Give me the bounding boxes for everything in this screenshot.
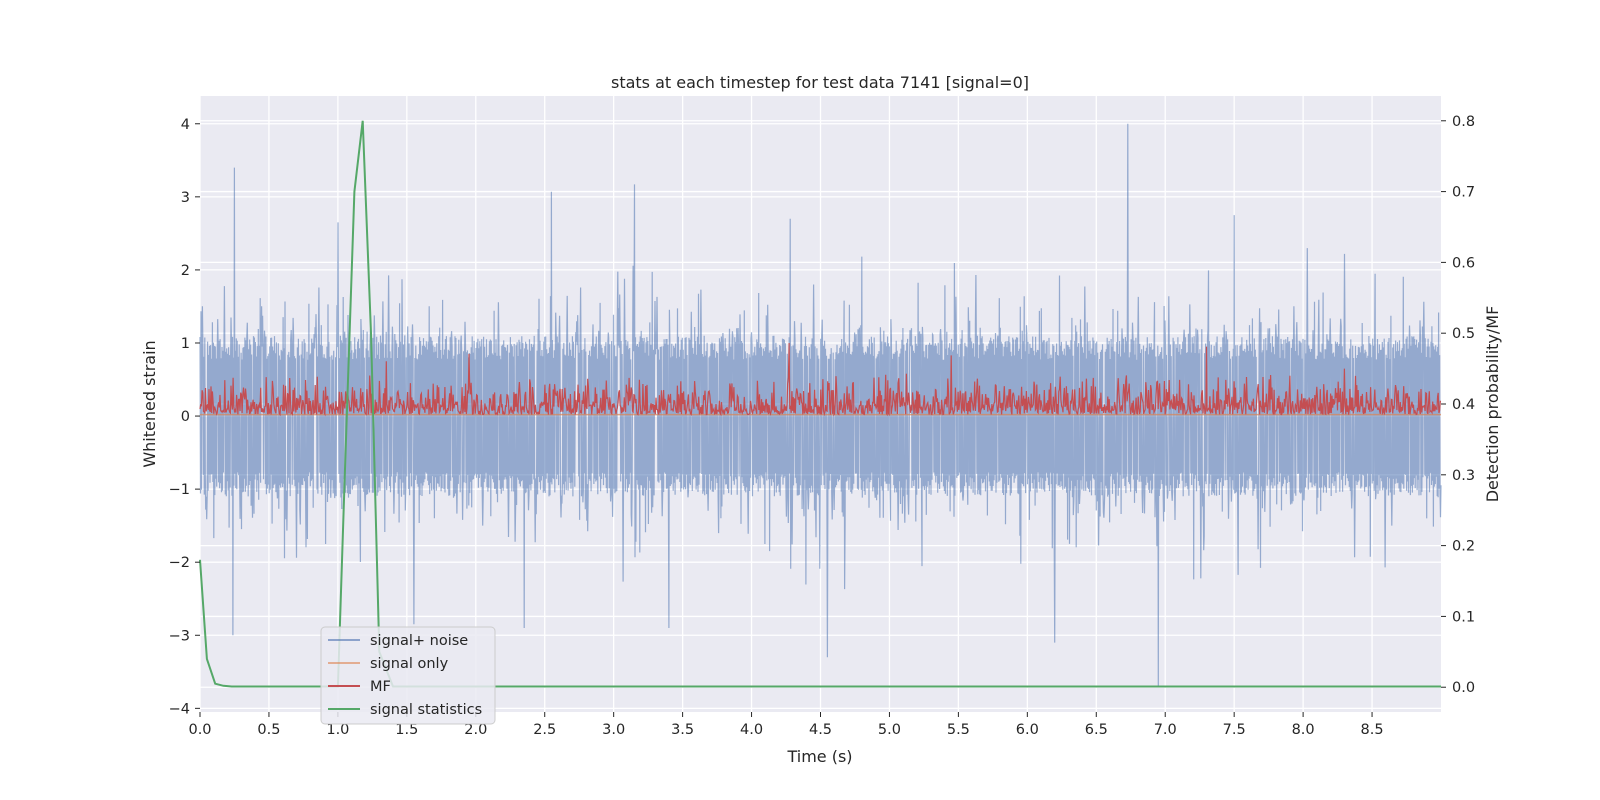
x-tick-label: 0.5: [257, 722, 280, 738]
y-axis-label: Whitened strain: [140, 340, 159, 467]
y-tick-label: 0: [181, 409, 190, 425]
legend-label-mf: MF: [370, 679, 391, 695]
y2-tick-label: 0.8: [1452, 114, 1475, 130]
x-axis-label: Time (s): [786, 747, 852, 766]
y2-tick-label: 0.4: [1452, 397, 1475, 413]
chart-title: stats at each timestep for test data 714…: [611, 73, 1029, 92]
y2-tick-label: 0.3: [1452, 468, 1475, 484]
y2-tick-label: 0.1: [1452, 609, 1475, 625]
y2-axis-ticks: 0.0 0.1 0.2 0.3 0.4 0.5 0.6 0.7 0.8: [1441, 114, 1475, 696]
y-tick-label: 4: [181, 117, 190, 133]
legend-label-signal-statistics: signal statistics: [370, 702, 482, 718]
x-tick-label: 5.5: [947, 722, 970, 738]
y-tick-label: −1: [169, 482, 190, 498]
x-tick-label: 7.5: [1223, 722, 1246, 738]
x-tick-label: 2.0: [464, 722, 487, 738]
y2-tick-label: 0.2: [1452, 539, 1475, 555]
x-axis-ticks: 0.0 0.5 1.0 1.5 2.0 2.5 3.0 3.5 4.0 4.5 5.0 5.5 6.0 6…: [188, 712, 1384, 738]
y-tick-label: −3: [169, 628, 190, 644]
x-tick-label: 8.5: [1361, 722, 1384, 738]
x-tick-label: 5.0: [878, 722, 901, 738]
x-tick-label: 0.0: [188, 722, 211, 738]
y2-tick-label: 0.7: [1452, 185, 1475, 201]
y2-axis-label: Detection probability/MF: [1483, 306, 1502, 503]
y-tick-label: 3: [181, 190, 190, 206]
y-tick-label: −4: [169, 701, 190, 717]
x-tick-label: 1.5: [395, 722, 418, 738]
y2-tick-label: 0.6: [1452, 255, 1475, 271]
y-tick-label: 1: [181, 336, 190, 352]
x-tick-label: 6.5: [1085, 722, 1108, 738]
x-tick-label: 7.0: [1154, 722, 1177, 738]
x-tick-label: 3.5: [671, 722, 694, 738]
y-tick-label: −2: [169, 555, 190, 571]
y-axis-ticks: −4 −3 −2 −1 0 1 2 3 4: [169, 117, 200, 717]
x-tick-label: 3.0: [602, 722, 625, 738]
legend-label-signal-noise: signal+ noise: [370, 633, 468, 649]
x-tick-label: 4.0: [740, 722, 763, 738]
y2-tick-label: 0.5: [1452, 326, 1475, 342]
x-tick-label: 1.0: [326, 722, 349, 738]
legend: signal+ noise signal only MF signal stat…: [320, 626, 496, 725]
x-tick-label: 2.5: [533, 722, 556, 738]
legend-box: [320, 626, 496, 725]
series-mf: [199, 342, 1441, 417]
y-tick-label: 2: [181, 263, 190, 279]
legend-label-signal-only: signal only: [370, 656, 449, 672]
x-tick-label: 8.0: [1292, 722, 1315, 738]
y2-tick-label: 0.0: [1452, 680, 1475, 696]
x-tick-label: 6.0: [1016, 722, 1039, 738]
x-tick-label: 4.5: [809, 722, 832, 738]
